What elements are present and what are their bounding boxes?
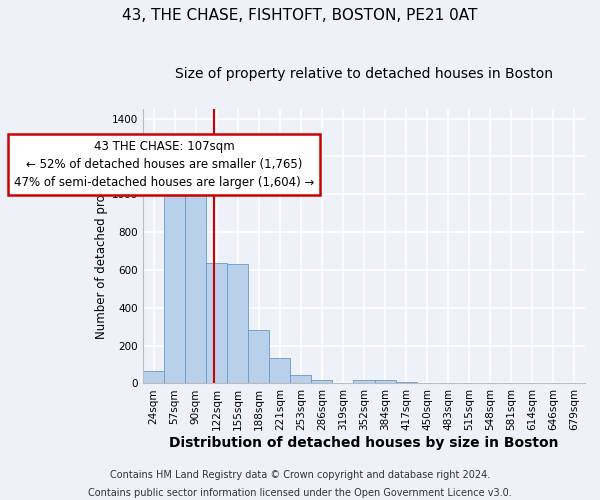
Bar bbox=[269, 358, 290, 384]
Y-axis label: Number of detached properties: Number of detached properties bbox=[95, 154, 108, 340]
Title: Size of property relative to detached houses in Boston: Size of property relative to detached ho… bbox=[175, 68, 553, 82]
Bar bbox=[311, 380, 332, 384]
Bar bbox=[206, 264, 227, 384]
Text: 43 THE CHASE: 107sqm
← 52% of detached houses are smaller (1,765)
47% of semi-de: 43 THE CHASE: 107sqm ← 52% of detached h… bbox=[14, 140, 314, 190]
Bar bbox=[185, 164, 206, 384]
Bar bbox=[143, 371, 164, 384]
Bar bbox=[374, 380, 395, 384]
Bar bbox=[248, 330, 269, 384]
Bar bbox=[395, 382, 416, 384]
Text: Contains HM Land Registry data © Crown copyright and database right 2024.: Contains HM Land Registry data © Crown c… bbox=[110, 470, 490, 480]
Bar bbox=[353, 380, 374, 384]
Bar bbox=[164, 181, 185, 384]
X-axis label: Distribution of detached houses by size in Boston: Distribution of detached houses by size … bbox=[169, 436, 559, 450]
Text: 43, THE CHASE, FISHTOFT, BOSTON, PE21 0AT: 43, THE CHASE, FISHTOFT, BOSTON, PE21 0A… bbox=[122, 8, 478, 22]
Bar bbox=[227, 264, 248, 384]
Text: Contains public sector information licensed under the Open Government Licence v3: Contains public sector information licen… bbox=[88, 488, 512, 498]
Bar bbox=[290, 375, 311, 384]
